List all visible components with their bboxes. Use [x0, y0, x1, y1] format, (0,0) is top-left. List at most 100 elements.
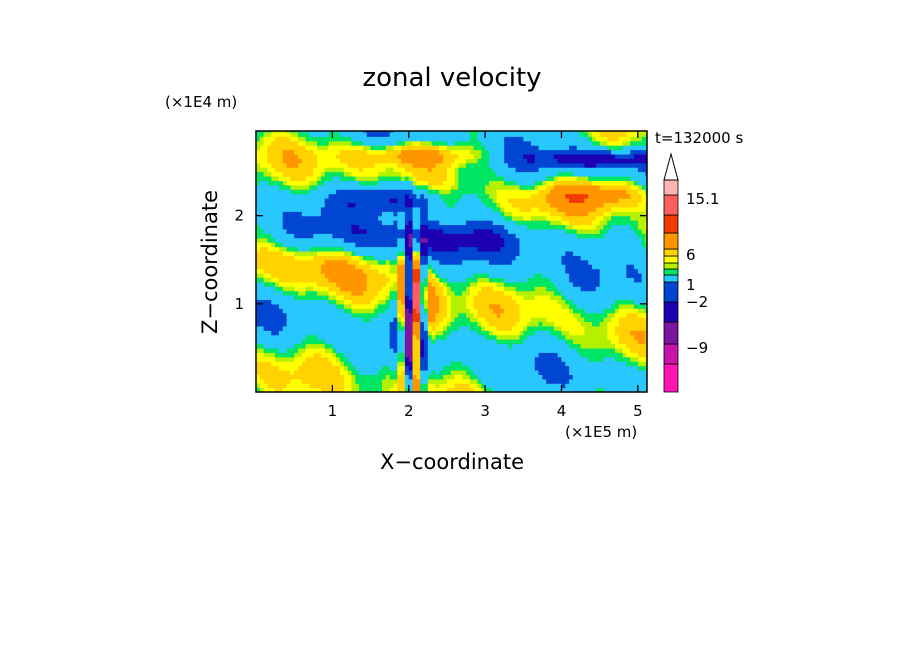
contour-cell	[519, 246, 524, 252]
contour-cell	[263, 343, 269, 349]
contour-cell	[355, 339, 360, 345]
contour-cell	[569, 303, 574, 309]
contour-cell	[416, 299, 421, 305]
contour-cell	[553, 140, 559, 146]
contour-cell	[443, 167, 448, 173]
contour-cell	[446, 361, 452, 367]
contour-cell	[439, 242, 444, 248]
contour-cell	[557, 343, 563, 349]
contour-cell	[382, 224, 387, 230]
contour-cell	[565, 250, 570, 256]
contour-cell	[557, 369, 563, 375]
contour-cell	[420, 233, 425, 239]
contour-cell	[401, 268, 406, 274]
contour-cell	[359, 369, 364, 375]
contour-cell	[301, 352, 307, 358]
contour-cell	[294, 140, 299, 146]
contour-cell	[462, 303, 467, 309]
contour-cell	[336, 378, 341, 384]
contour-cell	[404, 277, 410, 283]
contour-cell	[320, 220, 326, 226]
contour-cell	[397, 202, 402, 208]
contour-cell	[401, 365, 406, 371]
contour-cell	[550, 378, 555, 384]
contour-cell	[462, 145, 467, 151]
contour-cell	[282, 246, 288, 252]
contour-cell	[271, 175, 276, 181]
contour-cell	[259, 189, 265, 195]
contour-cell	[298, 175, 303, 181]
contour-cell	[523, 347, 528, 353]
contour-cell	[557, 255, 563, 261]
contour-cell	[382, 167, 387, 173]
contour-cell	[496, 317, 501, 323]
contour-cell	[301, 220, 307, 226]
contour-cell	[351, 272, 356, 278]
contour-cell	[534, 308, 540, 314]
contour-cell	[401, 246, 406, 252]
contour-cell	[301, 162, 307, 168]
contour-cell	[309, 286, 314, 292]
contour-cell	[527, 206, 532, 212]
contour-cell	[370, 206, 375, 212]
contour-cell	[454, 211, 459, 217]
contour-cell	[263, 290, 269, 296]
contour-cell	[305, 206, 311, 212]
contour-cell	[443, 136, 448, 142]
contour-cell	[427, 171, 433, 177]
contour-cell	[294, 321, 299, 327]
contour-cell	[431, 220, 437, 226]
contour-cell	[366, 246, 372, 252]
contour-cell	[378, 339, 383, 345]
contour-cell	[408, 162, 414, 168]
contour-cell	[527, 171, 532, 177]
contour-cell	[454, 290, 459, 296]
contour-cell	[435, 374, 440, 380]
contour-cell	[488, 237, 494, 243]
contour-cell	[328, 242, 333, 248]
contour-cell	[317, 237, 322, 243]
contour-cell	[389, 193, 395, 199]
contour-cell	[492, 343, 498, 349]
contour-cell	[290, 317, 295, 323]
contour-cell	[466, 233, 471, 239]
contour-cell	[397, 286, 402, 292]
contour-cell	[485, 290, 490, 296]
contour-cell	[508, 286, 513, 292]
contour-cell	[328, 317, 333, 323]
contour-cell	[408, 220, 414, 226]
contour-cell	[523, 374, 528, 380]
contour-cell	[290, 352, 295, 358]
contour-cell	[404, 145, 410, 151]
contour-cell	[320, 325, 326, 331]
contour-cell	[473, 237, 479, 243]
contour-cell	[439, 303, 444, 309]
contour-cell	[420, 339, 425, 345]
contour-cell	[450, 162, 456, 168]
contour-cell	[527, 264, 532, 270]
contour-cell	[404, 215, 410, 221]
contour-cell	[485, 312, 490, 318]
contour-cell	[420, 255, 425, 261]
contour-cell	[473, 131, 479, 137]
contour-cell	[519, 149, 524, 155]
contour-cell	[557, 277, 563, 283]
contour-cell	[256, 149, 261, 155]
contour-cell	[309, 167, 314, 173]
contour-cell	[446, 136, 452, 142]
contour-cell	[382, 255, 387, 261]
contour-cell	[359, 286, 364, 292]
contour-cell	[561, 233, 566, 239]
contour-cell	[393, 268, 398, 274]
contour-cell	[313, 374, 318, 380]
contour-cell	[473, 343, 479, 349]
contour-cell	[435, 211, 440, 217]
contour-cell	[294, 295, 299, 301]
contour-cell	[294, 264, 299, 270]
contour-cell	[256, 184, 261, 190]
contour-cell	[504, 290, 509, 296]
contour-cell	[256, 228, 261, 234]
contour-cell	[259, 356, 265, 362]
contour-cell	[370, 264, 375, 270]
contour-cell	[309, 162, 314, 168]
